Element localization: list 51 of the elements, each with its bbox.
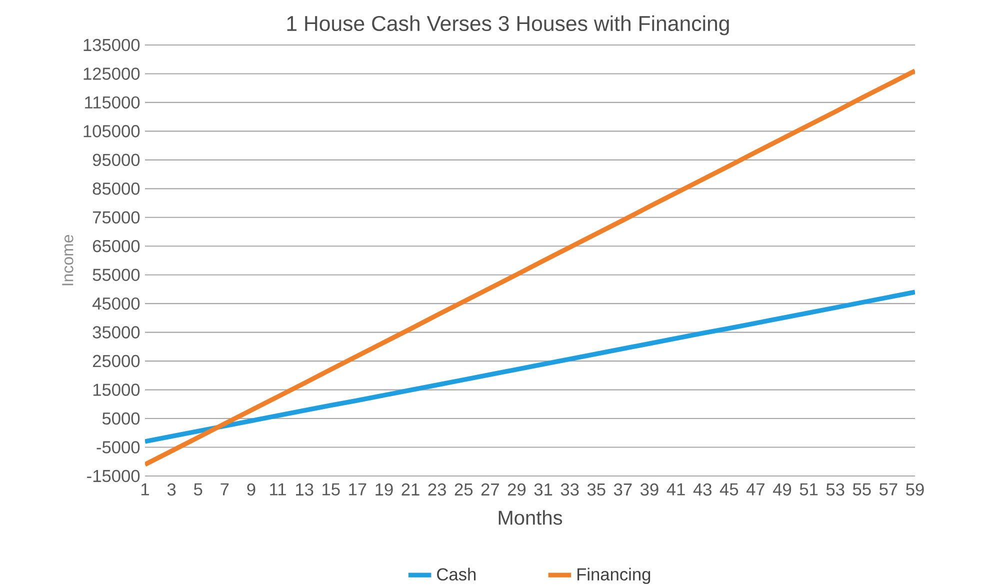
legend-label: Cash <box>437 568 476 581</box>
x-tick-label: 59 <box>906 484 924 496</box>
x-tick-label: 7 <box>220 484 229 496</box>
x-tick-label: 45 <box>720 484 738 496</box>
y-tick-label: 125000 <box>84 68 140 80</box>
x-axis-title: Months <box>498 510 562 525</box>
y-tick-label: 115000 <box>85 96 140 109</box>
x-tick-label: 13 <box>296 484 314 496</box>
legend-label: Financing <box>578 568 650 584</box>
x-tick-label: 25 <box>454 484 473 496</box>
x-tick-label: 31 <box>534 484 552 496</box>
x-tick-label: 11 <box>270 484 286 496</box>
x-tick-label: 51 <box>800 484 818 496</box>
x-tick-label: 5 <box>194 484 202 496</box>
y-tick-label: 75000 <box>93 211 140 224</box>
x-tick-label: 57 <box>879 484 898 496</box>
x-tick-label: 43 <box>693 484 712 496</box>
x-tick-label: 27 <box>481 484 499 496</box>
x-tick-label: 35 <box>587 484 606 496</box>
x-tick-label: 55 <box>852 484 871 496</box>
x-tick-label: 39 <box>640 484 658 496</box>
x-tick-label: 21 <box>402 484 420 496</box>
x-tick-label: 29 <box>508 484 526 496</box>
x-tick-label: 33 <box>560 484 579 496</box>
x-tick-label: 9 <box>247 484 256 496</box>
y-tick-label: 25000 <box>92 355 140 368</box>
x-tick-label: 49 <box>772 484 792 496</box>
x-tick-label: 53 <box>826 484 844 496</box>
y-tick-label: 15000 <box>93 384 140 396</box>
y-tick-label: 45000 <box>92 298 140 310</box>
x-tick-label: 15 <box>322 484 340 496</box>
x-tick-label: 37 <box>614 484 632 496</box>
x-tick-label: 1 <box>142 484 149 496</box>
y-tick-label: 85000 <box>92 182 140 195</box>
x-tick-label: 3 <box>167 484 176 496</box>
y-tick-label: 65000 <box>92 240 140 252</box>
x-tick-label: 41 <box>666 484 685 496</box>
x-tick-label: 47 <box>746 484 764 496</box>
y-tick-label: 95000 <box>92 154 140 166</box>
y-axis-title: Income <box>62 235 74 286</box>
chart-title: 1 House Cash Verses 3 Houses with Financing <box>287 16 729 36</box>
x-tick-label: 19 <box>376 484 393 496</box>
x-tick-label: 17 <box>349 484 366 496</box>
y-tick-label: 35000 <box>92 326 140 339</box>
x-tick-label: 23 <box>428 484 446 496</box>
y-tick-label: 55000 <box>92 268 140 282</box>
y-tick-label: 5000 <box>102 412 140 425</box>
y-tick-label: 135000 <box>84 39 140 52</box>
y-tick-label: 105000 <box>84 125 140 138</box>
y-tick-label: -5000 <box>96 441 140 454</box>
y-tick-label: -15000 <box>87 470 140 482</box>
